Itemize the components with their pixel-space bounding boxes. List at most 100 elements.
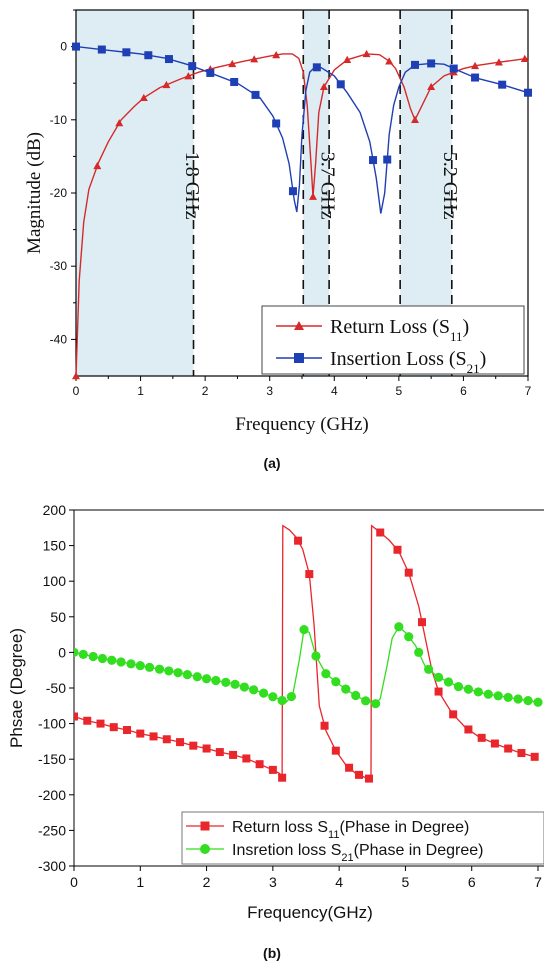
- data-point-marker: [164, 666, 174, 676]
- data-point-marker: [272, 51, 281, 59]
- legend-label-subscript: 21: [467, 361, 480, 376]
- y-tick-label: 0: [60, 40, 67, 54]
- data-point-marker: [78, 649, 88, 659]
- data-point-marker: [242, 754, 251, 763]
- data-point-marker: [115, 119, 124, 127]
- data-point-marker: [427, 59, 436, 68]
- data-point-marker: [126, 659, 136, 669]
- data-point-marker: [341, 684, 351, 694]
- data-point-marker: [251, 90, 260, 99]
- data-point-marker: [272, 119, 281, 128]
- data-point-marker: [268, 692, 278, 702]
- data-point-marker: [250, 55, 259, 63]
- data-point-marker: [385, 57, 394, 65]
- data-point-marker: [424, 664, 434, 674]
- data-point-marker: [343, 55, 352, 63]
- data-point-marker: [230, 77, 239, 86]
- data-point-marker: [228, 59, 237, 68]
- data-point-marker: [109, 723, 118, 732]
- y-tick-label: -200: [38, 787, 66, 803]
- data-point-marker: [144, 662, 155, 672]
- frequency-marker-label: 3.7 GHz: [317, 152, 339, 220]
- data-point-marker: [201, 674, 212, 684]
- y-tick-label: 150: [43, 538, 67, 554]
- data-point-marker: [411, 115, 419, 123]
- data-point-marker: [96, 719, 105, 728]
- data-point-marker: [192, 672, 202, 682]
- data-point-marker: [503, 692, 513, 703]
- y-tick-label: -50: [46, 680, 66, 696]
- x-tick-label: 7: [534, 874, 542, 890]
- data-point-marker: [74, 712, 78, 721]
- data-point-marker: [394, 622, 404, 632]
- series-line: [74, 524, 539, 783]
- data-point-marker: [74, 647, 79, 657]
- legend-box: [181, 811, 544, 865]
- y-tick-label: 100: [43, 573, 67, 589]
- data-point-marker: [369, 156, 378, 165]
- x-tick-label: 2: [203, 874, 211, 890]
- x-axis-label: Frequency (GHz): [235, 414, 368, 435]
- y-tick-label: 200: [43, 502, 67, 518]
- data-point-marker: [464, 725, 473, 734]
- x-tick-label: 1: [136, 874, 144, 890]
- data-point-marker: [239, 682, 249, 692]
- x-tick-label: 6: [468, 874, 476, 890]
- data-point-marker: [498, 80, 507, 89]
- x-tick-label: 4: [331, 384, 338, 398]
- data-point-marker: [319, 82, 328, 91]
- series-path: [74, 524, 539, 781]
- data-point-marker: [473, 687, 483, 697]
- data-point-marker: [362, 49, 371, 58]
- data-point-marker: [136, 729, 145, 738]
- x-tick-label: 0: [70, 874, 78, 890]
- y-axis-label: Magnitude (dB): [24, 132, 45, 254]
- legend-label: Return loss S11(Phase in Degree): [232, 819, 469, 841]
- data-point-marker: [383, 155, 392, 164]
- data-point-marker: [211, 675, 221, 686]
- x-tick-label: 3: [266, 384, 273, 398]
- x-tick-label: 3: [269, 874, 277, 890]
- legend-label-subscript: 11: [328, 829, 339, 841]
- data-point-marker: [277, 695, 287, 706]
- data-point-marker: [268, 765, 277, 774]
- data-point-marker: [312, 63, 321, 72]
- x-tick-label: 1: [137, 384, 144, 398]
- data-point-marker: [494, 58, 503, 66]
- data-point-marker: [294, 353, 304, 363]
- data-point-marker: [173, 668, 183, 678]
- y-tick-label: -100: [38, 716, 66, 732]
- data-point-marker: [200, 821, 210, 831]
- data-point-marker: [189, 741, 198, 750]
- data-point-marker: [311, 651, 321, 661]
- data-point-marker: [336, 80, 345, 89]
- data-point-marker: [164, 55, 173, 64]
- data-point-marker: [331, 677, 341, 687]
- data-point-marker: [517, 749, 526, 758]
- data-point-marker: [393, 545, 402, 554]
- data-point-marker: [331, 746, 340, 755]
- x-tick-label: 0: [73, 384, 80, 398]
- data-point-marker: [471, 61, 480, 70]
- data-point-marker: [427, 82, 436, 91]
- data-point-marker: [490, 739, 499, 748]
- data-point-marker: [97, 653, 108, 664]
- data-point-marker: [530, 752, 539, 761]
- y-axis-label: Phsae (Degree): [7, 628, 26, 748]
- data-point-marker: [418, 618, 426, 627]
- data-point-marker: [351, 690, 361, 701]
- data-point-marker: [449, 710, 458, 719]
- y-tick-label: -20: [50, 186, 68, 200]
- x-tick-label: 5: [402, 874, 410, 890]
- data-point-marker: [520, 54, 529, 62]
- data-point-marker: [249, 685, 259, 695]
- series-line: [74, 622, 543, 709]
- data-point-marker: [107, 655, 117, 665]
- data-point-marker: [320, 721, 329, 730]
- panel-label: (b): [263, 945, 281, 961]
- data-point-marker: [258, 688, 269, 698]
- x-tick-label: 2: [202, 384, 209, 398]
- data-point-marker: [513, 694, 523, 704]
- data-point-marker: [376, 528, 385, 537]
